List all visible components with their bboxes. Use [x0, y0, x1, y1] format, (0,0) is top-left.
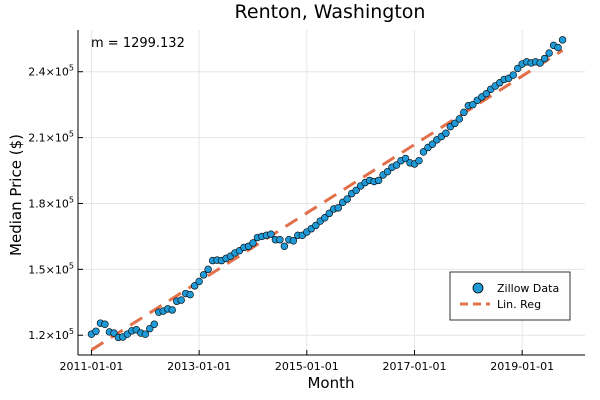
- data-point: [482, 89, 490, 98]
- data-point: [513, 64, 522, 73]
- data-point: [558, 36, 567, 44]
- data-point: [289, 237, 298, 245]
- data-point: [383, 167, 392, 176]
- data-point: [419, 148, 428, 156]
- x-tick-label: 2015-01-01: [275, 360, 339, 373]
- data-point: [469, 100, 477, 109]
- data-point: [141, 330, 150, 338]
- data-point: [392, 161, 401, 169]
- y-tick-label: 1.5×105: [28, 261, 74, 276]
- data-point: [536, 59, 544, 67]
- data-point: [267, 230, 275, 238]
- x-tick-label: 2011-01-01: [59, 360, 123, 373]
- legend-marker-zillow: [472, 282, 484, 294]
- data-point: [334, 204, 342, 212]
- data-point: [325, 209, 333, 218]
- x-axis-ticks: 2011-01-01 2013-01-01 2015-01-01 2017-01-01…: [59, 350, 554, 373]
- y-tick-label: 2.4×105: [28, 64, 74, 79]
- y-tick-label: 1.8×105: [28, 195, 74, 210]
- data-point: [92, 327, 100, 335]
- data-point: [249, 239, 257, 247]
- x-tick-label: 2019-01-01: [490, 360, 554, 373]
- chart-title: Renton, Washington: [235, 1, 426, 23]
- data-point: [204, 265, 212, 274]
- data-point: [321, 214, 329, 222]
- data-point: [146, 324, 154, 333]
- data-point: [442, 129, 450, 137]
- data-point: [190, 282, 199, 290]
- y-axis-title: Median Price ($): [7, 134, 25, 256]
- data-point: [460, 108, 468, 117]
- y-axis-ticks: 1.2×105 1.5×105 1.8×105 2.1×105 2.4×105: [28, 64, 83, 342]
- legend-label-linreg: Lin. Reg: [497, 298, 541, 311]
- data-point: [451, 119, 459, 128]
- regression-line: [90, 49, 564, 352]
- data-point: [455, 115, 464, 123]
- data-point: [168, 306, 176, 314]
- data-point: [401, 154, 410, 163]
- data-point: [150, 320, 158, 328]
- gridlines: [78, 30, 585, 355]
- slope-annotation: m = 1299.132: [91, 36, 185, 51]
- data-point: [554, 43, 562, 52]
- data-point: [509, 71, 517, 79]
- x-tick-label: 2013-01-01: [167, 360, 231, 373]
- legend-label-zillow: Zillow Data: [497, 282, 559, 295]
- data-point: [195, 277, 203, 286]
- data-point: [276, 236, 284, 244]
- legend: Zillow Data Lin. Reg: [449, 271, 571, 321]
- x-tick-label: 2017-01-01: [383, 360, 447, 373]
- data-point: [199, 271, 208, 279]
- data-point: [280, 242, 289, 251]
- data-point: [352, 186, 360, 195]
- data-point: [428, 140, 437, 148]
- data-point: [312, 221, 320, 230]
- y-tick-label: 1.2×105: [28, 327, 74, 342]
- data-point: [186, 290, 194, 299]
- legend-box: [449, 271, 571, 321]
- data-point: [177, 296, 185, 304]
- data-point: [415, 156, 423, 165]
- plot-area: [87, 36, 567, 352]
- data-point: [110, 329, 118, 337]
- data-point: [545, 49, 553, 57]
- y-tick-label: 2.1×105: [28, 130, 74, 145]
- x-axis-title: Month: [307, 374, 354, 392]
- data-point: [374, 176, 383, 185]
- data-point: [540, 54, 549, 63]
- data-point: [343, 195, 351, 203]
- data-point: [101, 320, 109, 328]
